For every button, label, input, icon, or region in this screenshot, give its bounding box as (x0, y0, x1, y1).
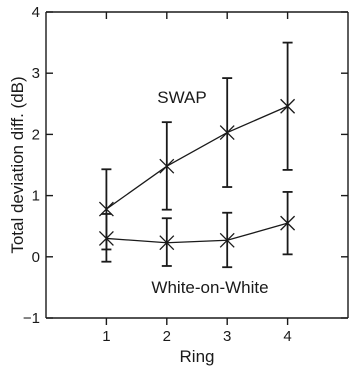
y-axis-title: Total deviation diff. (dB) (8, 76, 27, 253)
point-swap (219, 125, 235, 141)
point-white-on-white (159, 235, 175, 251)
point-swap (280, 98, 296, 114)
y-tick-label: 0 (32, 249, 40, 266)
annotation-swap: SWAP (157, 88, 206, 107)
x-tick-label: 2 (163, 328, 171, 345)
point-white-on-white (219, 232, 235, 248)
x-axis-title: Ring (180, 347, 215, 366)
plot-frame (45, 11, 349, 319)
y-tick-label: 4 (32, 4, 40, 21)
series-line-white-on-white (106, 222, 288, 244)
tick-labels: −1 0 1 2 3 4 1 2 3 4 (23, 4, 292, 345)
x-tick-label: 4 (283, 328, 291, 345)
error-bars (101, 41, 293, 269)
series-line-swap (106, 105, 288, 210)
x-tick-label: 1 (102, 328, 110, 345)
series-lines (106, 105, 288, 244)
x-tick-label: 3 (223, 328, 231, 345)
y-tick-label: 1 (32, 188, 40, 205)
point-swap (98, 201, 114, 217)
series-markers (98, 98, 296, 251)
point-swap (159, 158, 175, 174)
point-white-on-white (98, 230, 114, 246)
ticks (46, 11, 348, 325)
y-tick-label: 3 (32, 65, 40, 82)
y-tick-label: 2 (32, 126, 40, 143)
y-tick-label: −1 (23, 310, 40, 327)
point-white-on-white (280, 215, 296, 231)
annotation-white-on-white: White-on-White (151, 278, 268, 297)
